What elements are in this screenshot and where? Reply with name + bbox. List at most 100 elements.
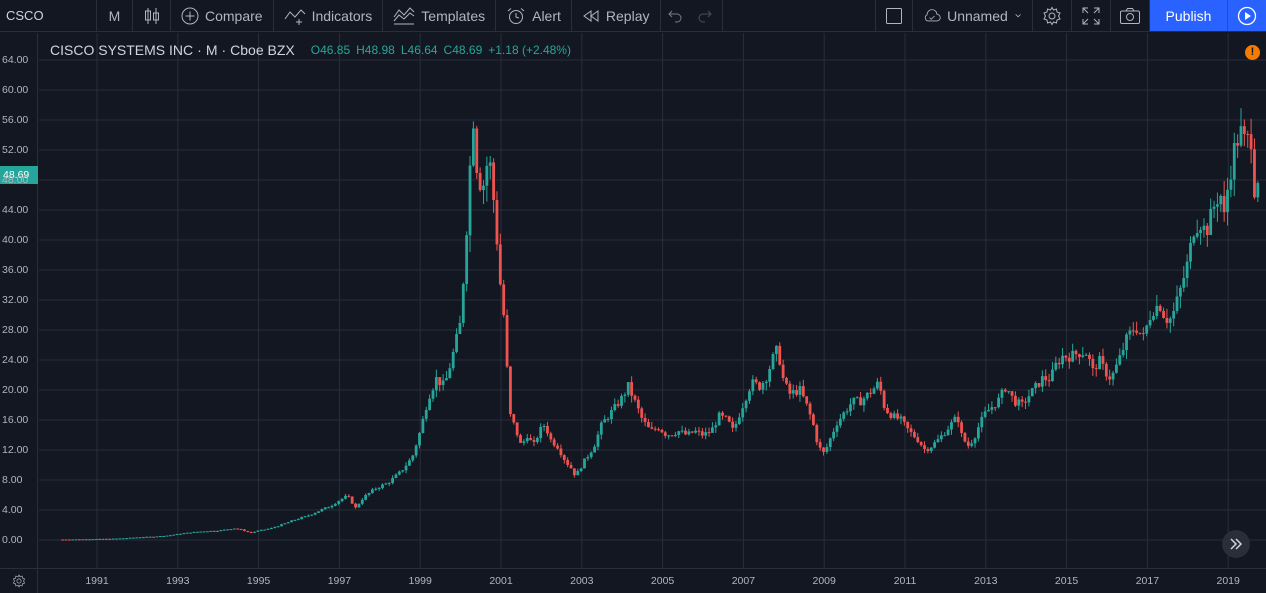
candle-up	[704, 432, 708, 436]
legend-ohlc: O46.85 H48.98 L46.64 C48.69 +1.18 (+2.48…	[311, 43, 571, 57]
legend-close-key: C	[443, 43, 453, 57]
warning-icon[interactable]: !	[1245, 45, 1260, 60]
candle-up	[835, 425, 839, 432]
candle-up	[748, 391, 751, 401]
x-tick-label: 1997	[327, 575, 352, 587]
candle-down	[785, 377, 788, 384]
y-tick-label: 64.00	[2, 54, 29, 66]
alert-button[interactable]: Alert	[496, 0, 572, 31]
candlestick-chart[interactable]	[39, 33, 1266, 568]
x-tick-label: 2015	[1054, 575, 1079, 587]
settings-button[interactable]	[1033, 0, 1072, 31]
y-tick-label: 40.00	[2, 234, 29, 246]
candle-up	[333, 503, 337, 506]
candle-up	[599, 422, 603, 435]
candle-up	[936, 439, 940, 443]
candle-up	[771, 354, 775, 369]
candle-up	[71, 539, 75, 541]
play-circle-icon	[1237, 6, 1257, 25]
layout-save-button[interactable]: Unnamed	[913, 0, 1033, 31]
legend-high-key: H	[356, 43, 365, 57]
candle-down	[781, 364, 785, 378]
candle-up	[195, 531, 199, 533]
candle-down	[572, 468, 576, 476]
publish-button[interactable]: Publish	[1150, 0, 1227, 31]
legend-open: O46.85	[311, 43, 350, 57]
replay-button[interactable]: Replay	[572, 0, 661, 31]
indicators-button[interactable]: Indicators	[274, 0, 384, 31]
candle-up	[694, 430, 697, 433]
candle-up	[1084, 354, 1088, 356]
candle-down	[64, 539, 68, 541]
compare-button[interactable]: Compare	[171, 0, 274, 31]
candle-up	[1034, 383, 1038, 389]
candle-down	[1024, 401, 1027, 403]
candle-up	[761, 383, 765, 390]
y-tick-label: 44.00	[2, 204, 29, 216]
candle-down	[532, 440, 536, 442]
candle-down	[801, 386, 805, 397]
candle-down	[731, 421, 735, 428]
symbol-search-button[interactable]: CSCO	[0, 0, 97, 31]
candle-down	[1044, 376, 1048, 381]
time-scale[interactable]: 1991 1993 1995 1997 1999 2001 2003 2005 2007 2009…	[0, 568, 1266, 593]
candle-up	[744, 400, 748, 409]
candle-up	[1199, 229, 1202, 234]
candle-down	[778, 345, 782, 365]
candle-up	[714, 425, 718, 428]
templates-button[interactable]: Templates	[383, 0, 497, 31]
y-tick-label: 52.00	[2, 144, 29, 156]
candle-up	[259, 529, 263, 531]
candle-up	[1239, 126, 1243, 146]
candle-down	[707, 432, 711, 434]
candle-down	[478, 173, 482, 191]
candle-up	[330, 505, 334, 508]
candle-down	[670, 435, 674, 437]
candle-up	[488, 162, 492, 166]
candle-up	[939, 435, 943, 440]
fullscreen-layout-button[interactable]	[875, 0, 913, 31]
x-tick-label: 2019	[1216, 575, 1240, 587]
chart-pane[interactable]: CISCO SYSTEMS INC · M · Cboe BZX O46.85 …	[39, 33, 1266, 568]
candle-up	[421, 418, 425, 433]
candle-down	[495, 200, 499, 245]
candle-up	[673, 434, 677, 436]
scroll-to-realtime-button[interactable]	[1222, 530, 1250, 558]
candle-down	[236, 528, 240, 530]
camera-icon	[1120, 7, 1140, 24]
candle-up	[579, 468, 583, 472]
candle-down	[660, 429, 664, 433]
candle-up	[1155, 305, 1159, 317]
legend-open-value: 46.85	[320, 43, 351, 57]
candle-up	[1226, 189, 1229, 213]
candle-up	[737, 417, 741, 424]
scale-settings-button[interactable]	[0, 569, 38, 593]
candle-up	[148, 536, 152, 538]
redo-button[interactable]	[689, 0, 723, 31]
candle-down	[909, 428, 913, 432]
interval-button[interactable]: M	[97, 0, 133, 31]
candle-down	[869, 392, 873, 394]
snapshot-button[interactable]	[1111, 0, 1150, 31]
candle-up	[179, 533, 182, 535]
candle-up	[583, 458, 586, 469]
candle-up	[862, 398, 866, 406]
candle-down	[886, 407, 889, 414]
candle-up	[1256, 183, 1260, 198]
candle-down	[926, 448, 930, 452]
candle-up	[81, 539, 85, 541]
toolbar-spacer	[723, 0, 876, 31]
candle-up	[1212, 206, 1216, 209]
candle-down	[1158, 305, 1162, 311]
candle-up	[337, 501, 341, 504]
fullscreen-button[interactable]	[1072, 0, 1111, 31]
candle-up	[232, 528, 236, 530]
x-tick-label: 1999	[408, 575, 432, 587]
undo-button[interactable]	[661, 0, 689, 31]
price-scale[interactable]: 48.69 64.00 60.00 56.00 52.00 48.00 44.00 40.0…	[0, 33, 38, 568]
candle-up	[360, 499, 364, 504]
play-button[interactable]	[1227, 0, 1266, 31]
chart-type-button[interactable]	[133, 0, 171, 31]
candle-down	[643, 417, 647, 423]
candle-up	[990, 407, 994, 410]
